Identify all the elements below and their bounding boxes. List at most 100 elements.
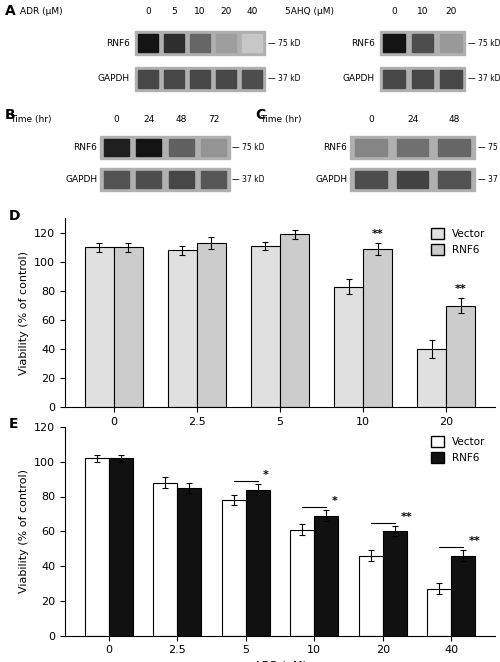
Legend: Vector, RNF6: Vector, RNF6 [428,224,490,259]
Bar [452,555,475,636]
Bar [384,34,405,52]
Bar [440,34,462,52]
Text: RNF6: RNF6 [106,38,130,48]
Text: — 37 kD: — 37 kD [232,175,265,184]
Bar [114,248,143,407]
Bar [428,589,452,636]
Bar [222,500,246,636]
Text: **: ** [400,512,412,522]
Text: RNF6: RNF6 [351,38,375,48]
Bar [396,139,428,156]
Text: 10: 10 [194,7,206,16]
Text: E: E [9,416,18,430]
Bar [242,34,262,52]
Bar [153,483,177,636]
Text: GAPDH: GAPDH [98,74,130,83]
Text: **: ** [469,536,480,546]
Bar [84,458,108,636]
Bar [164,70,184,87]
Bar [438,139,470,156]
Bar [383,531,407,636]
Bar [202,139,226,156]
Text: Time (hr): Time (hr) [10,115,51,124]
Bar [440,70,462,87]
Text: 0: 0 [368,115,374,124]
Text: 5AHQ (μM): 5AHQ (μM) [285,7,334,16]
Text: *: * [263,470,269,480]
Text: **: ** [372,229,384,239]
Bar [412,34,434,52]
Bar [135,67,265,91]
Text: RNF6: RNF6 [74,143,98,152]
Legend: Vector, RNF6: Vector, RNF6 [428,432,490,467]
Bar [84,248,114,407]
Bar [104,139,128,156]
Bar [438,171,470,188]
Y-axis label: Viability (% of control): Viability (% of control) [18,469,28,593]
Bar [380,31,465,55]
Bar [412,70,434,87]
Text: Time (hr): Time (hr) [260,115,302,124]
Bar [251,246,280,407]
Text: **: ** [455,284,467,294]
Text: 20: 20 [445,7,456,16]
Bar [164,34,184,52]
Bar [135,31,265,55]
Bar [216,34,236,52]
Text: D: D [9,209,20,223]
Text: 48: 48 [448,115,460,124]
Text: 48: 48 [176,115,187,124]
Text: 24: 24 [143,115,154,124]
Bar [280,234,309,407]
Text: GAPDH: GAPDH [66,175,98,184]
Bar [384,70,405,87]
Bar [246,490,270,636]
Bar [202,171,226,188]
Bar [314,516,338,636]
Bar [350,168,475,191]
Bar [446,306,476,407]
Text: — 75 kD: — 75 kD [232,143,265,152]
Bar [350,136,475,159]
Bar [396,171,428,188]
Text: — 75 kD: — 75 kD [478,143,500,152]
Bar [136,171,161,188]
Text: C: C [255,108,265,122]
Bar [363,249,392,407]
Text: — 75 kD: — 75 kD [468,38,500,48]
Text: ADR (μM): ADR (μM) [20,7,62,16]
Text: 10: 10 [417,7,428,16]
Bar [104,171,128,188]
Bar [169,171,194,188]
Y-axis label: Viability (% of control): Viability (% of control) [18,251,28,375]
Text: 5: 5 [171,7,177,16]
Bar [197,243,226,407]
Text: 0: 0 [145,7,151,16]
Bar [216,70,236,87]
Bar [290,530,314,636]
Bar [334,287,363,407]
Bar [177,488,201,636]
Text: GAPDH: GAPDH [343,74,375,83]
Bar [138,34,158,52]
Text: 0: 0 [114,115,119,124]
Text: 20: 20 [220,7,232,16]
Bar [100,168,230,191]
X-axis label: 5AHQ (μM): 5AHQ (μM) [250,432,310,442]
Text: 72: 72 [208,115,220,124]
Text: — 37 kD: — 37 kD [478,175,500,184]
Bar [355,171,386,188]
Text: B: B [5,108,15,122]
Text: GAPDH: GAPDH [316,175,348,184]
Text: 0: 0 [392,7,397,16]
Bar [359,555,383,636]
Text: RNF6: RNF6 [324,143,347,152]
Bar [136,139,161,156]
Bar [100,136,230,159]
Bar [417,349,446,407]
Bar [169,139,194,156]
X-axis label: ADR (μM): ADR (μM) [254,661,306,662]
Bar [138,70,158,87]
Text: — 37 kD: — 37 kD [468,74,500,83]
Bar [168,250,197,407]
